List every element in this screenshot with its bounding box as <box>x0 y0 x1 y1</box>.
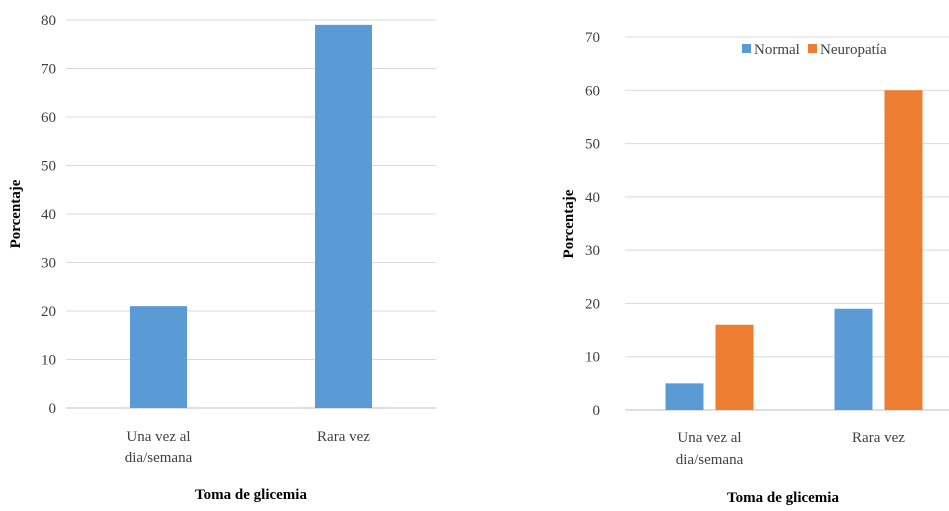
bar <box>834 308 873 410</box>
y-tick-label: 70 <box>41 62 56 78</box>
y-tick-label: 50 <box>41 159 56 175</box>
bar <box>130 306 187 408</box>
y-tick-label: 50 <box>585 137 600 153</box>
bar <box>665 383 704 410</box>
category-label: Rara vez <box>852 430 905 446</box>
y-tick-label: 60 <box>41 110 56 126</box>
y-tick-label: 0 <box>593 403 601 419</box>
chart-left: 0 10 20 30 40 50 60 70 80 Una vez al dia/semana Rar… <box>8 13 436 503</box>
y-tick-label: 20 <box>585 296 600 312</box>
legend-swatch <box>808 44 817 53</box>
y-tick-label: 20 <box>41 304 56 320</box>
bar <box>884 90 923 411</box>
category-label: Una vez al <box>126 429 190 445</box>
y-tick-label: 10 <box>41 353 56 369</box>
category-label: Una vez al <box>677 430 741 446</box>
y-tick-label: 40 <box>41 207 56 223</box>
y-tick-label: 70 <box>585 30 600 46</box>
legend-label: Neuropatía <box>820 42 887 58</box>
legend-swatch <box>742 44 751 53</box>
category-label: dia/semana <box>125 450 193 466</box>
x-axis-title: Toma de glicemia <box>727 490 839 506</box>
y-tick-label: 40 <box>585 190 600 206</box>
y-axis-title: Porcentaje <box>561 189 577 258</box>
y-tick-label: 10 <box>585 350 600 366</box>
y-axis-title: Porcentaje <box>8 179 24 248</box>
chart-right: 0 10 20 30 40 50 60 70 Una vez al dia/semana Rara … <box>561 30 949 506</box>
category-label: dia/semana <box>676 452 744 468</box>
bar <box>715 324 754 410</box>
y-tick-label: 60 <box>585 83 600 99</box>
category-label: Rara vez <box>317 429 370 445</box>
y-tick-label: 30 <box>41 256 56 272</box>
y-tick-label: 0 <box>49 401 57 417</box>
bar <box>315 24 372 408</box>
y-tick-label: 80 <box>41 13 56 29</box>
x-axis-title: Toma de glicemia <box>195 487 307 503</box>
y-tick-label: 30 <box>585 243 600 259</box>
legend-label: Normal <box>754 42 800 58</box>
